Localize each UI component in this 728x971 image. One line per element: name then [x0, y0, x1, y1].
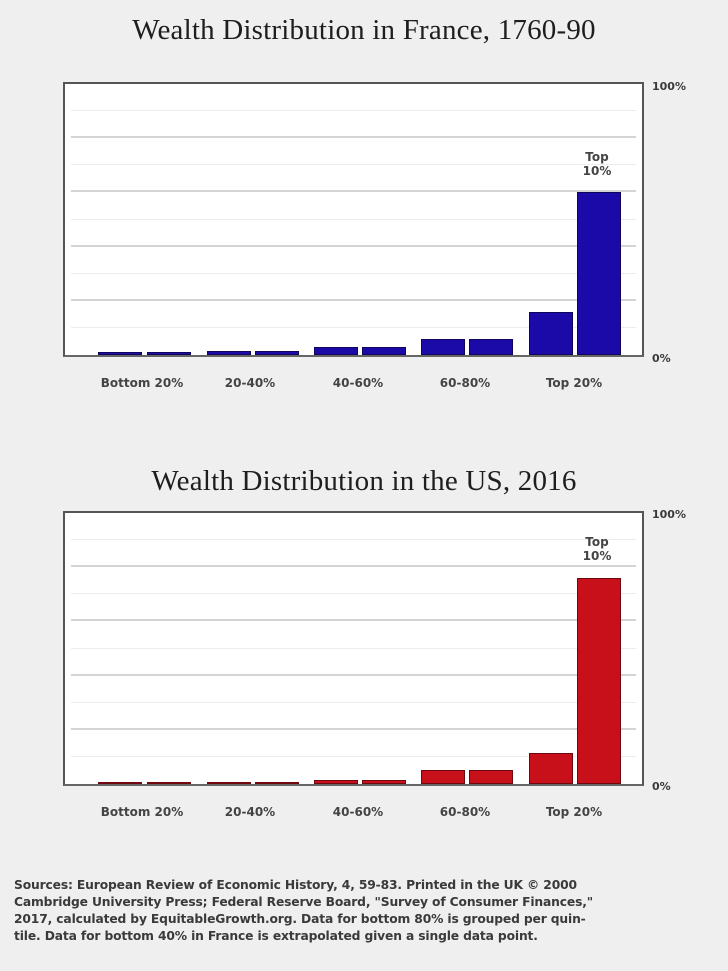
bar-0-10pct	[98, 782, 142, 784]
us-y-max-label: 100%	[652, 508, 686, 521]
gridline	[71, 565, 636, 568]
us-x-label-60-80: 60-80%	[439, 805, 491, 819]
us-top10-annotation: Top 10%	[574, 535, 620, 563]
france-chart-title: Wealth Distribution in France, 1760-90	[132, 14, 596, 46]
france-y-min-label: 0%	[652, 352, 671, 365]
gridline	[71, 190, 636, 193]
bar-20-30pct	[207, 782, 251, 784]
bar-10-20pct	[147, 782, 191, 784]
bar-60-70pct	[421, 338, 465, 355]
us-chart-title: Wealth Distribution in the US, 2016	[151, 465, 577, 497]
bar-top-10pct	[577, 192, 621, 355]
gridline	[71, 647, 636, 649]
bar-30-40pct	[255, 350, 299, 355]
france-x-label-60-80: 60-80%	[439, 376, 491, 390]
bar-60-70pct	[421, 770, 465, 784]
france-plot-area	[63, 82, 644, 357]
bar-40-50pct	[314, 346, 358, 355]
us-plot-area	[63, 511, 644, 786]
gridline	[71, 593, 636, 595]
annotation-line: 10%	[582, 549, 612, 563]
bar-50-60pct	[362, 779, 406, 784]
gridline	[71, 619, 636, 622]
sources-note: Sources: European Review of Economic His…	[14, 877, 719, 945]
bar-80-90pct	[529, 752, 573, 784]
bar-70-80pct	[469, 338, 513, 355]
gridline	[71, 727, 636, 730]
gridline	[71, 673, 636, 676]
us-x-label-bottom20: Bottom 20%	[100, 805, 184, 819]
sources-line: Cambridge University Press; Federal Rese…	[14, 895, 594, 909]
gridline	[71, 272, 636, 274]
france-x-label-20-40: 20-40%	[224, 376, 276, 390]
france-x-label-bottom20: Bottom 20%	[100, 376, 184, 390]
france-y-max-label: 100%	[652, 80, 686, 93]
sources-line: 2017, calculated by EquitableGrowth.org.…	[14, 912, 586, 926]
annotation-line: Top	[585, 150, 609, 164]
france-x-label-top20: Top 20%	[545, 376, 603, 390]
bar-30-40pct	[255, 782, 299, 784]
annotation-line: Top	[585, 535, 609, 549]
gridline	[71, 298, 636, 301]
gridline	[71, 539, 636, 541]
us-x-label-20-40: 20-40%	[224, 805, 276, 819]
france-x-label-40-60: 40-60%	[332, 376, 384, 390]
bar-10-20pct	[147, 352, 191, 355]
gridline	[71, 244, 636, 247]
bar-40-50pct	[314, 779, 358, 784]
annotation-line: 10%	[582, 164, 612, 178]
gridline	[71, 218, 636, 220]
gridline	[71, 164, 636, 166]
bar-0-10pct	[98, 352, 142, 355]
france-top10-annotation: Top 10%	[574, 150, 620, 178]
us-x-label-40-60: 40-60%	[332, 805, 384, 819]
gridline	[71, 755, 636, 757]
bar-70-80pct	[469, 770, 513, 784]
gridline	[71, 136, 636, 139]
bar-50-60pct	[362, 346, 406, 355]
bar-20-30pct	[207, 350, 251, 355]
us-y-min-label: 0%	[652, 780, 671, 793]
gridline	[71, 110, 636, 112]
bar-80-90pct	[529, 311, 573, 355]
sources-line: tile. Data for bottom 40% in France is e…	[14, 929, 538, 943]
gridline	[71, 326, 636, 328]
gridline	[71, 701, 636, 703]
bar-top-10pct	[577, 578, 621, 784]
us-x-label-top20: Top 20%	[545, 805, 603, 819]
sources-line: Sources: European Review of Economic His…	[14, 878, 577, 892]
